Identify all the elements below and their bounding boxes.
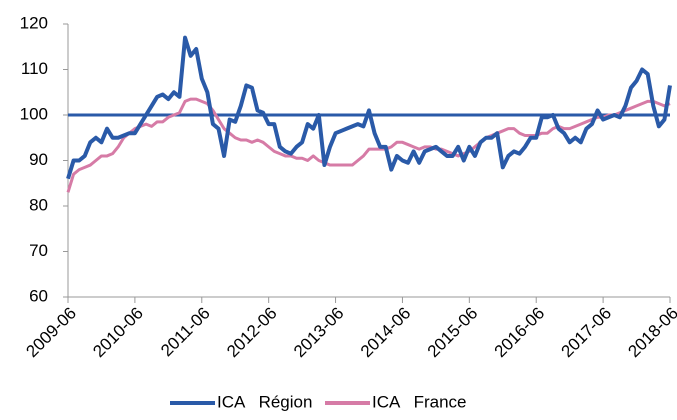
- x-tick-label: 2018-06: [624, 304, 677, 362]
- x-tick-label: 2014-06: [357, 304, 415, 362]
- x-tick-label: 2016-06: [491, 304, 549, 362]
- x-tick-label: 2009-06: [22, 304, 80, 362]
- y-tick-label: 60: [29, 286, 48, 305]
- y-tick-label: 120: [20, 13, 48, 32]
- y-tick-label: 80: [29, 195, 48, 214]
- y-tick-label: 70: [29, 241, 48, 260]
- x-tick-label: 2010-06: [89, 304, 147, 362]
- x-tick-label: 2011-06: [157, 304, 214, 361]
- series-line: [66, 97, 671, 193]
- x-tick-label: 2013-06: [290, 304, 348, 362]
- legend-label: ICA Région: [217, 392, 312, 411]
- legend-label: ICA France: [372, 392, 466, 411]
- x-tick-label: 2015-06: [424, 304, 482, 362]
- y-tick-label: 90: [29, 150, 48, 169]
- y-tick-label: 100: [20, 104, 48, 123]
- series-line: [66, 35, 672, 180]
- x-tick-label: 2017-06: [558, 304, 616, 362]
- y-tick-label: 110: [21, 59, 48, 78]
- x-tick-label: 2012-06: [223, 304, 281, 362]
